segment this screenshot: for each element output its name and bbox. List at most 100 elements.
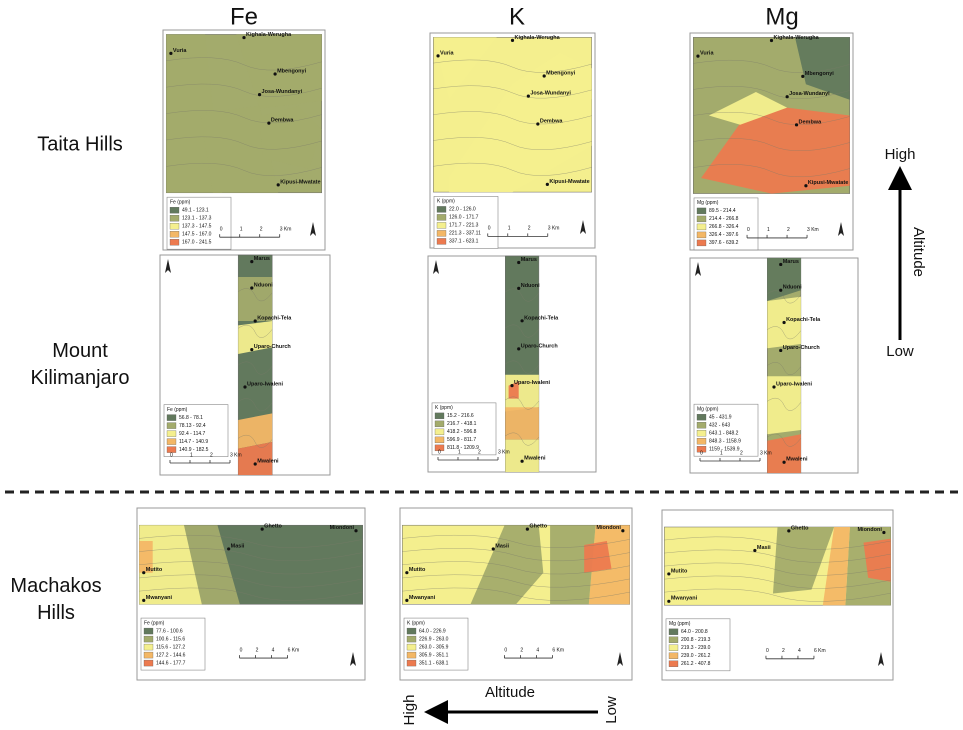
map-panel: Kighala-Werugha Vuria Mbengonyi Josa-Wundan… [689,32,854,251]
place-name: Kighala-Werugha [774,35,820,41]
place-marker [520,459,524,463]
place-marker [801,74,805,78]
legend-label: 200.8 - 219.3 [681,637,711,643]
place-name: Dembwa [799,119,823,125]
legend-swatch [668,652,679,659]
legend-label: 226.9 - 263.0 [419,636,449,642]
map-zone [767,434,801,473]
legend-label: 326.4 - 397.6 [709,232,739,238]
legend-swatch [434,412,445,420]
place-name: Marus [783,259,799,265]
north-arrow [695,262,701,276]
place-name: Mwaleni [786,457,808,463]
legend-swatch [696,422,707,429]
legend-swatch [169,215,180,222]
legend-label: 596.9 - 811.7 [447,437,476,443]
legend-label: 144.6 - 177.7 [156,660,186,666]
place-name: Mwanyani [146,595,173,601]
map-panel: Marus Nduoni Kopachi-Tela Uparo-Church Uparo… [689,257,859,474]
map-zone [767,258,801,301]
map-panel: Kighala-Werugha Vuria Mbengonyi Josa-Wundan… [162,29,326,251]
contour [693,164,850,177]
place-name: Kipusi-Mwatate [808,180,848,186]
place-name: Kopachi-Tela [257,315,292,321]
legend-label: 56.8 - 78.1 [179,415,203,421]
legend-label: 216.7 - 418.1 [447,421,477,427]
contour [166,163,322,176]
place-marker [267,121,271,125]
legend-swatch [696,414,707,421]
legend-label: 219.3 - 239.0 [681,645,711,651]
legend-swatch [406,651,417,659]
place-marker [242,35,246,40]
place-marker [510,38,515,42]
place-name: Dembwa [271,118,295,124]
legend-label: 337.1 - 623.1 [449,239,479,245]
scale-label: 3 Km [807,227,819,233]
place-name: Nduoni [254,282,273,288]
place-name: Uparo-Iwaleni [514,380,551,386]
legend-label: 811.8 - 1209.9 [447,445,479,451]
legend-label: 266.8 - 326.4 [709,224,739,230]
place-marker [253,319,257,323]
contour [433,85,592,99]
map-area [139,524,363,605]
legend-label: 137.3 - 147.5 [182,224,212,230]
map-zone [863,538,891,582]
place-marker [243,385,247,389]
legend-swatch [668,636,679,643]
contour [664,562,891,576]
place-name: Uparo-Iwaleni [776,381,813,387]
legend-label: 115.6 - 127.2 [156,644,185,650]
place-name: Kopachi-Tela [524,315,559,321]
legend-swatch [436,238,447,245]
contour [402,535,630,548]
place-name: Uparo-Church [521,343,559,349]
legend-label: 305.9 - 351.1 [419,652,449,658]
place-name: Masii [495,543,509,549]
place-marker [769,38,774,43]
place-name: Mwanyani [671,596,698,602]
map-zone [822,527,850,606]
legend-label: 78.13 - 92.4 [179,423,206,429]
scale-label: 1 [190,452,193,458]
scale-label: 1 [240,227,243,233]
legend-label: 214.4 - 266.8 [709,216,739,222]
map-zone [584,541,612,573]
legend-label: 89.5 - 214.4 [709,208,736,214]
place-name: Miondoni [596,525,621,531]
scale-label: 2 [520,647,523,653]
place-name: Masii [231,543,245,549]
contour [664,588,891,602]
legend-swatch [166,430,177,437]
legend-swatch [166,446,177,453]
north-arrow [310,222,316,236]
legend-label: 114.7 - 140.9 [179,439,208,445]
contour [238,398,273,412]
place-marker [536,122,540,126]
scale-label: 6 Km [288,647,300,653]
legend-title: K (ppm) [407,620,425,626]
place-marker [545,182,549,186]
legend-swatch [166,422,177,429]
scale-label: 2 [740,450,743,456]
place-name: Kighala-Werugha [515,35,561,41]
legend-swatch [406,643,417,651]
place-marker [779,348,783,353]
legend-title: Fe (ppm) [170,200,191,206]
region-label: Taita Hills [37,133,123,155]
legend-label: 397.6 - 639.2 [709,240,739,246]
legend-swatch [668,628,679,635]
legend-label: 261.2 - 407.8 [681,661,711,667]
scale-label: 2 [787,227,790,233]
north-arrow [433,260,439,274]
place-marker [525,527,529,531]
map-area [165,34,323,194]
place-marker [491,547,495,551]
legend-label: 263.0 - 305.9 [419,644,449,650]
place-marker [785,95,789,99]
scale-label: 0 [438,449,441,455]
map-zone [550,525,596,605]
legend-swatch [696,446,707,453]
